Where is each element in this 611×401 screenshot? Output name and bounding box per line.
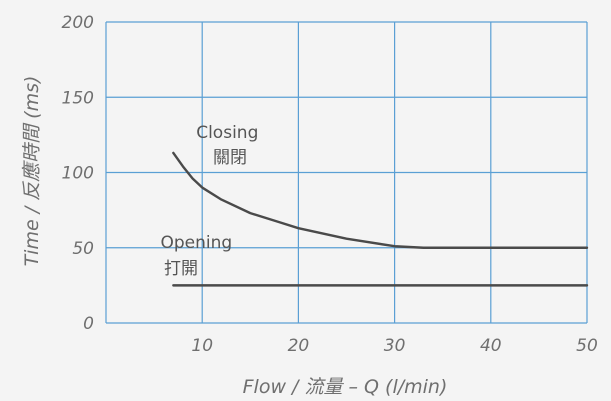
y-tick-100: 100 bbox=[62, 164, 94, 184]
opening-label-en: Opening bbox=[160, 233, 232, 253]
tick-labels: 10 20 30 40 50 0 50 100 150 200 bbox=[62, 13, 598, 356]
x-tick-10: 10 bbox=[191, 336, 213, 356]
grid bbox=[105, 21, 588, 324]
opening-label-zh: 打開 bbox=[164, 259, 198, 279]
closing-annotation: Closing 關閉 bbox=[196, 123, 264, 168]
data-series bbox=[172, 151, 589, 287]
closing-label-zh: 關閉 bbox=[213, 148, 247, 168]
x-tick-30: 30 bbox=[384, 336, 406, 356]
y-tick-0: 0 bbox=[83, 314, 94, 334]
y-tick-150: 150 bbox=[62, 88, 94, 108]
x-tick-40: 40 bbox=[480, 336, 502, 356]
y-tick-50: 50 bbox=[72, 239, 94, 259]
x-tick-50: 50 bbox=[576, 336, 598, 356]
x-axis-title: Flow / 流量 – Q (l/min) bbox=[243, 376, 448, 398]
y-tick-200: 200 bbox=[62, 13, 94, 33]
closing-label-en: Closing bbox=[196, 123, 258, 143]
x-tick-20: 20 bbox=[288, 336, 310, 356]
closing-series-line bbox=[172, 151, 589, 249]
opening-annotation: Opening 打開 bbox=[160, 233, 237, 279]
y-axis-title: Time / 反應時間 (ms) bbox=[21, 76, 43, 267]
